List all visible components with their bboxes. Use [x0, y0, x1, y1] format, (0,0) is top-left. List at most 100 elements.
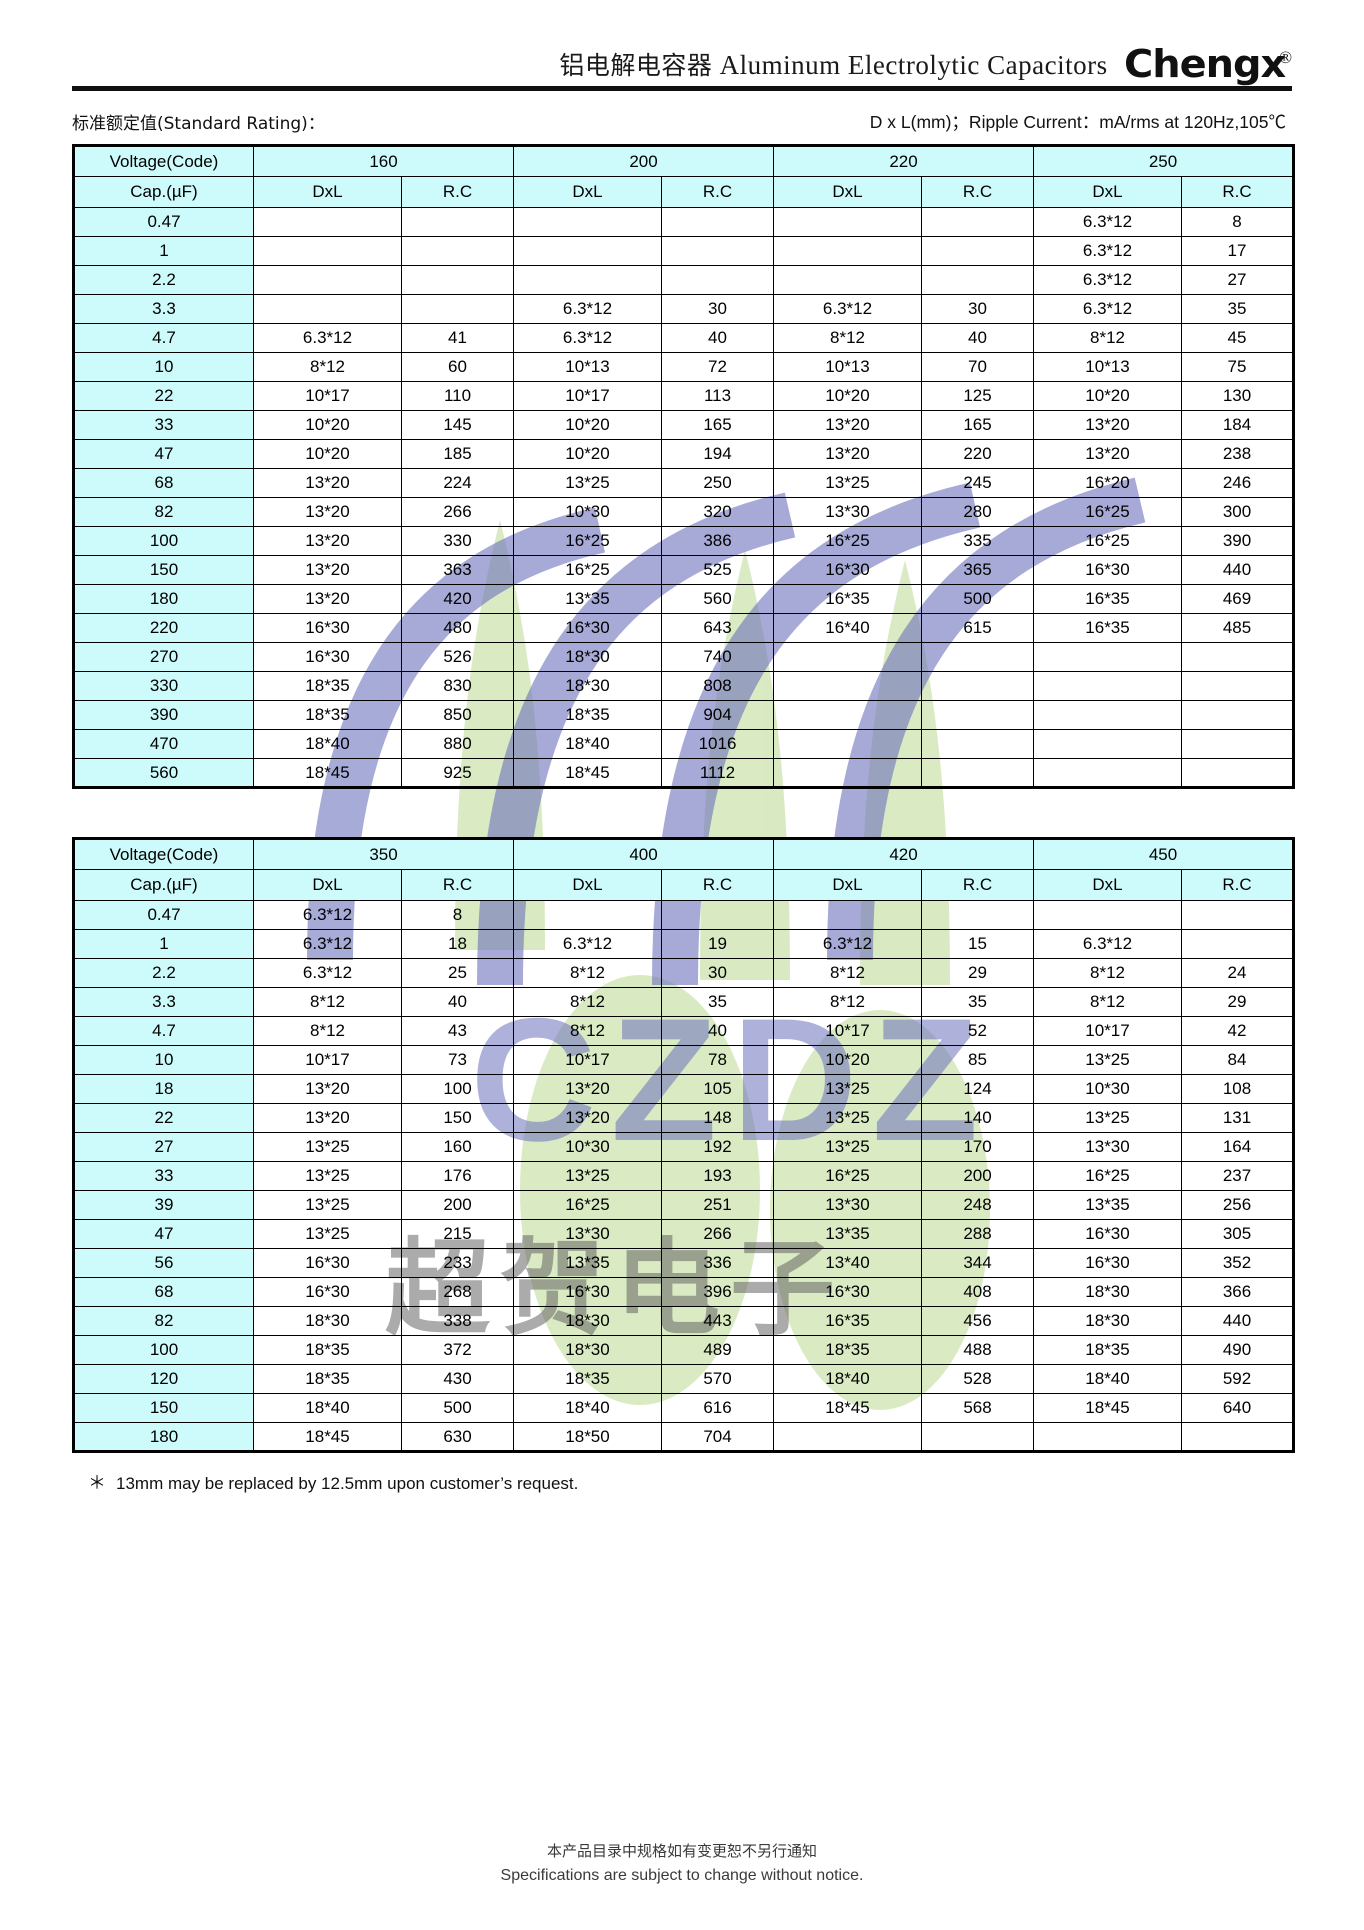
- cell-ripple-current: 8: [401, 900, 514, 930]
- cell-capacitance: 2.2: [73, 958, 254, 988]
- cell-ripple-current: 131: [1181, 1103, 1294, 1133]
- cell-dxl: 16*35: [1033, 584, 1182, 614]
- cell-dxl: 16*25: [513, 1190, 662, 1220]
- header-dxl-350: DxL: [253, 869, 402, 901]
- cell-ripple-current: 365: [921, 555, 1034, 585]
- cell-dxl: 10*20: [1033, 381, 1182, 411]
- cell-dxl: 16*25: [1033, 526, 1182, 556]
- cell-ripple-current: 24: [1181, 958, 1294, 988]
- cell-dxl: [773, 642, 922, 672]
- header-dxl-450: DxL: [1033, 869, 1182, 901]
- cell-dxl: 8*12: [1033, 958, 1182, 988]
- cell-capacitance: 47: [73, 1219, 254, 1249]
- table-row: 4.7 6.3*12 41 6.3*12 40 8*12 40 8*12 45: [73, 323, 1294, 353]
- cell-dxl: 16*20: [1033, 468, 1182, 498]
- cell-dxl: 18*30: [253, 1306, 402, 1336]
- cell-dxl: 18*45: [253, 1422, 402, 1452]
- cell-dxl: 18*35: [253, 700, 402, 730]
- cell-dxl: [773, 1422, 922, 1452]
- brand-logo: Chengx ®: [1124, 45, 1292, 83]
- cell-ripple-current: 140: [921, 1103, 1034, 1133]
- cell-capacitance: 4.7: [73, 323, 254, 353]
- cell-ripple-current: 528: [921, 1364, 1034, 1394]
- cell-ripple-current: 124: [921, 1074, 1034, 1104]
- cell-dxl: 6.3*12: [253, 900, 402, 930]
- cell-dxl: 13*30: [1033, 1132, 1182, 1162]
- table-row: 47 10*20 185 10*20 194 13*20 220 13*20 238: [73, 439, 1294, 469]
- cell-dxl: 10*17: [513, 381, 662, 411]
- table-row: 150 18*40 500 18*40 616 18*45 568 18*45 640: [73, 1393, 1294, 1423]
- cell-ripple-current: 488: [921, 1335, 1034, 1365]
- cell-dxl: 18*35: [513, 700, 662, 730]
- cell-ripple-current: 150: [401, 1103, 514, 1133]
- cell-ripple-current: 73: [401, 1045, 514, 1075]
- cell-ripple-current: 17: [1181, 236, 1294, 266]
- cell-dxl: 18*45: [253, 758, 402, 788]
- cell-ripple-current: 643: [661, 613, 774, 643]
- cell-ripple-current: 630: [401, 1422, 514, 1452]
- cell-dxl: 10*30: [513, 1132, 662, 1162]
- cell-dxl: 8*12: [1033, 323, 1182, 353]
- cell-dxl: 8*12: [773, 987, 922, 1017]
- table-row: 10 10*17 73 10*17 78 10*20 85 13*25 84: [73, 1045, 1294, 1075]
- table-row: 18 13*20 100 13*20 105 13*25 124 10*30 108: [73, 1074, 1294, 1104]
- cell-ripple-current: 40: [401, 987, 514, 1017]
- cell-ripple-current: 78: [661, 1045, 774, 1075]
- cell-ripple-current: 246: [1181, 468, 1294, 498]
- cell-dxl: 10*20: [513, 410, 662, 440]
- cell-ripple-current: 390: [1181, 526, 1294, 556]
- header-voltage-350: 350: [253, 838, 514, 870]
- table-row: 180 13*20 420 13*35 560 16*35 500 16*35 469: [73, 584, 1294, 614]
- cell-ripple-current: 164: [1181, 1132, 1294, 1162]
- cell-ripple-current: 525: [661, 555, 774, 585]
- cell-dxl: 13*35: [513, 584, 662, 614]
- cell-dxl: 13*25: [773, 1132, 922, 1162]
- cell-dxl: [773, 729, 922, 759]
- cell-ripple-current: 740: [661, 642, 774, 672]
- cell-ripple-current: 29: [921, 958, 1034, 988]
- cell-ripple-current: 8: [1181, 207, 1294, 237]
- cell-ripple-current: 568: [921, 1393, 1034, 1423]
- cell-dxl: 8*12: [253, 1016, 402, 1046]
- cell-ripple-current: 148: [661, 1103, 774, 1133]
- cell-dxl: 13*25: [773, 468, 922, 498]
- table-row: 2.2 6.3*12 27: [73, 265, 1294, 295]
- cell-dxl: 18*45: [773, 1393, 922, 1423]
- cell-dxl: 8*12: [513, 987, 662, 1017]
- spec-table-low-voltage-body: 0.47 6.3*12 8 1 6.3*12 17 2.2 6.3*12 27 3.3 6.3*12…: [73, 207, 1294, 788]
- spec-table-low-voltage: Voltage(Code) 160 200 220 250 Cap.(µF) D…: [72, 144, 1295, 789]
- cell-capacitance: 68: [73, 1277, 254, 1307]
- cell-capacitance: 0.47: [73, 207, 254, 237]
- cell-dxl: 16*25: [513, 555, 662, 585]
- cell-capacitance: 10: [73, 352, 254, 382]
- cell-ripple-current: 366: [1181, 1277, 1294, 1307]
- cell-ripple-current: 372: [401, 1335, 514, 1365]
- cell-dxl: 18*40: [1033, 1364, 1182, 1394]
- footer-notice-en: Specifications are subject to change wit…: [500, 1867, 864, 1884]
- cell-ripple-current: 1112: [661, 758, 774, 788]
- cell-dxl: 13*25: [253, 1132, 402, 1162]
- cell-dxl: [773, 758, 922, 788]
- header-voltage-200: 200: [513, 145, 774, 177]
- cell-dxl: [513, 207, 662, 237]
- cell-ripple-current: 330: [401, 526, 514, 556]
- table-row: 270 16*30 526 18*30 740: [73, 642, 1294, 672]
- cell-capacitance: 33: [73, 410, 254, 440]
- cell-capacitance: 330: [73, 671, 254, 701]
- cell-ripple-current: 440: [1181, 555, 1294, 585]
- cell-ripple-current: 110: [401, 381, 514, 411]
- cell-ripple-current: [921, 729, 1034, 759]
- cell-ripple-current: 194: [661, 439, 774, 469]
- cell-dxl: 13*20: [253, 1074, 402, 1104]
- cell-ripple-current: [661, 236, 774, 266]
- spec-table-high-voltage: Voltage(Code) 350 400 420 450 Cap.(µF) D…: [72, 837, 1295, 1453]
- registered-trademark-icon: ®: [1279, 47, 1292, 67]
- cell-dxl: [773, 236, 922, 266]
- table-row: 3.3 8*12 40 8*12 35 8*12 35 8*12 29: [73, 987, 1294, 1017]
- cell-ripple-current: 850: [401, 700, 514, 730]
- cell-dxl: 10*20: [773, 1045, 922, 1075]
- cell-ripple-current: 880: [401, 729, 514, 759]
- page-title-en: Aluminum Electrolytic Capacitors: [719, 50, 1108, 80]
- cell-dxl: 6.3*12: [1033, 207, 1182, 237]
- table-row: 39 13*25 200 16*25 251 13*30 248 13*35 256: [73, 1190, 1294, 1220]
